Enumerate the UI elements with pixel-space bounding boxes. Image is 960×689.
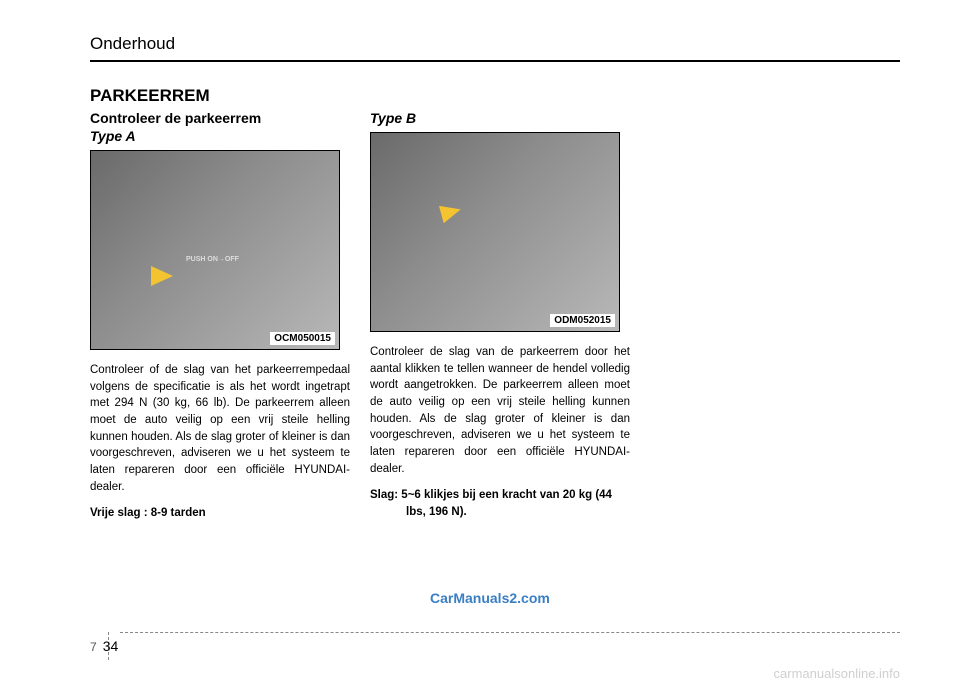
watermark: CarManuals2.com xyxy=(430,590,550,606)
figure-a-code: OCM050015 xyxy=(270,332,335,345)
header-rule xyxy=(90,60,900,62)
page-number: 7 34 xyxy=(90,638,118,654)
figure-b-code: ODM052015 xyxy=(550,314,615,327)
push-label: PUSH ON→OFF xyxy=(186,256,239,264)
arrow-icon xyxy=(439,201,463,224)
bold-b: Slag: 5~6 klikjes bij een kracht van 20 … xyxy=(370,487,630,520)
column-type-b: Type B ODM052015 Controleer de slag van … xyxy=(370,110,630,531)
page-no: 34 xyxy=(103,638,119,654)
body-a: Controleer of de slag van het parkeerrem… xyxy=(90,362,350,495)
body-b: Controleer de slag van de parkeerrem doo… xyxy=(370,344,630,477)
section-title: PARKEERREM xyxy=(90,86,210,106)
header-title: Onderhoud xyxy=(90,34,900,60)
type-a-label: Type A xyxy=(90,128,350,144)
column-type-a: Controleer de parkeerrem Type A PUSH ON→… xyxy=(90,110,350,532)
type-b-label: Type B xyxy=(370,110,630,126)
figure-a: PUSH ON→OFF OCM050015 xyxy=(90,150,340,350)
subtitle-a: Controleer de parkeerrem xyxy=(90,110,350,126)
bold-a: Vrije slag : 8-9 tarden xyxy=(90,505,350,522)
arrow-icon xyxy=(151,266,173,286)
bottom-watermark: carmanualsonline.info xyxy=(774,666,900,681)
footer-rule xyxy=(120,632,900,633)
figure-b: ODM052015 xyxy=(370,132,620,332)
page-header: Onderhoud xyxy=(90,34,900,62)
chapter-number: 7 xyxy=(90,640,97,654)
